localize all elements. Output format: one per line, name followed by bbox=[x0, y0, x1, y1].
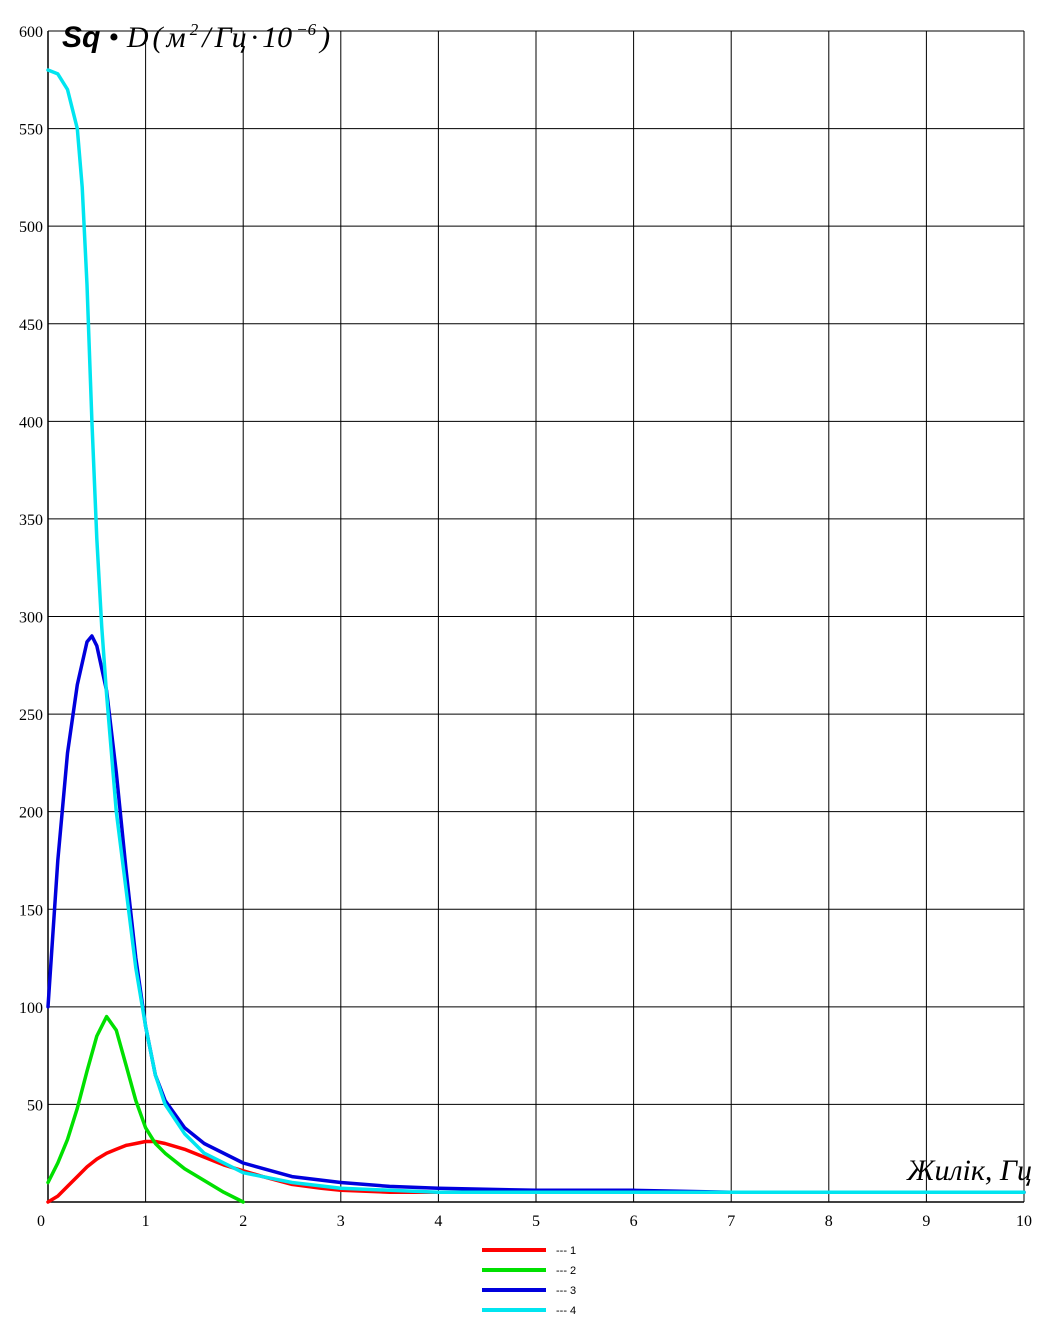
series-line-4 bbox=[46, 68, 1026, 1194]
x-tick-label-1: 1 bbox=[142, 1213, 150, 1230]
x-tick-label-7: 7 bbox=[727, 1213, 735, 1230]
y-tick-label-1: 100 bbox=[19, 1000, 43, 1017]
series-line-2 bbox=[46, 1014, 245, 1204]
y-tick-label-6: 350 bbox=[19, 512, 43, 529]
y-label-unit-m: м bbox=[166, 21, 186, 54]
y-tick-label-2: 150 bbox=[19, 902, 43, 919]
x-tick-label-6: 6 bbox=[630, 1213, 638, 1230]
legend-label-3: --- 3 bbox=[556, 1285, 576, 1297]
x-tick-label-10: 10 bbox=[1016, 1213, 1032, 1230]
x-axis-label: Жилік, Гц bbox=[906, 1154, 1032, 1187]
y-label-close-paren: ) bbox=[318, 21, 330, 54]
y-tick-label-0: 50 bbox=[27, 1097, 43, 1114]
y-tick-label-11: 600 bbox=[19, 24, 43, 41]
y-tick-label-3: 200 bbox=[19, 805, 43, 822]
y-label-symbol: Sq bbox=[62, 21, 100, 54]
y-label-ten-exp: −6 bbox=[296, 20, 316, 39]
x-tick-label-8: 8 bbox=[825, 1213, 833, 1230]
y-tick-label-4: 250 bbox=[19, 707, 43, 724]
y-label-operator: • bbox=[108, 21, 119, 54]
x-tick-label-9: 9 bbox=[922, 1213, 930, 1230]
x-tick-label-3: 3 bbox=[337, 1213, 345, 1230]
y-label-ten: 10 bbox=[262, 21, 292, 54]
series-lines bbox=[46, 68, 1026, 1204]
y-tick-labels: 50 100 150 200 250 300 350 400 450 500 550 600 bbox=[19, 24, 43, 1114]
y-label-open-paren: ( bbox=[153, 21, 165, 54]
legend-label-4: --- 4 bbox=[556, 1305, 576, 1317]
legend-label-1: --- 1 bbox=[556, 1245, 576, 1257]
x-tick-label-4: 4 bbox=[434, 1213, 442, 1230]
y-label-func: D bbox=[126, 21, 149, 54]
y-label-unit-hz: Гц bbox=[214, 21, 247, 54]
y-axis-label: Sq • D ( м 2 / Гц · 10 −6 ) bbox=[62, 20, 330, 54]
y-label-unit-m-exp: 2 bbox=[190, 20, 199, 39]
legend-label-2: --- 2 bbox=[556, 1265, 576, 1277]
y-tick-label-7: 400 bbox=[19, 414, 43, 431]
x-tick-label-0: 0 bbox=[37, 1213, 45, 1230]
x-tick-label-2: 2 bbox=[239, 1213, 247, 1230]
grid bbox=[47, 30, 1025, 1202]
y-tick-label-5: 300 bbox=[19, 610, 43, 627]
legend: --- 1 --- 2 --- 3 --- 4 bbox=[482, 1245, 576, 1317]
x-tick-label-5: 5 bbox=[532, 1213, 540, 1230]
x-tick-labels: 0 1 2 3 4 5 6 7 8 9 10 bbox=[37, 1213, 1032, 1230]
y-tick-label-10: 550 bbox=[19, 122, 43, 139]
y-label-dot: · bbox=[251, 21, 259, 54]
y-tick-label-8: 450 bbox=[19, 317, 43, 334]
y-tick-label-9: 500 bbox=[19, 219, 43, 236]
